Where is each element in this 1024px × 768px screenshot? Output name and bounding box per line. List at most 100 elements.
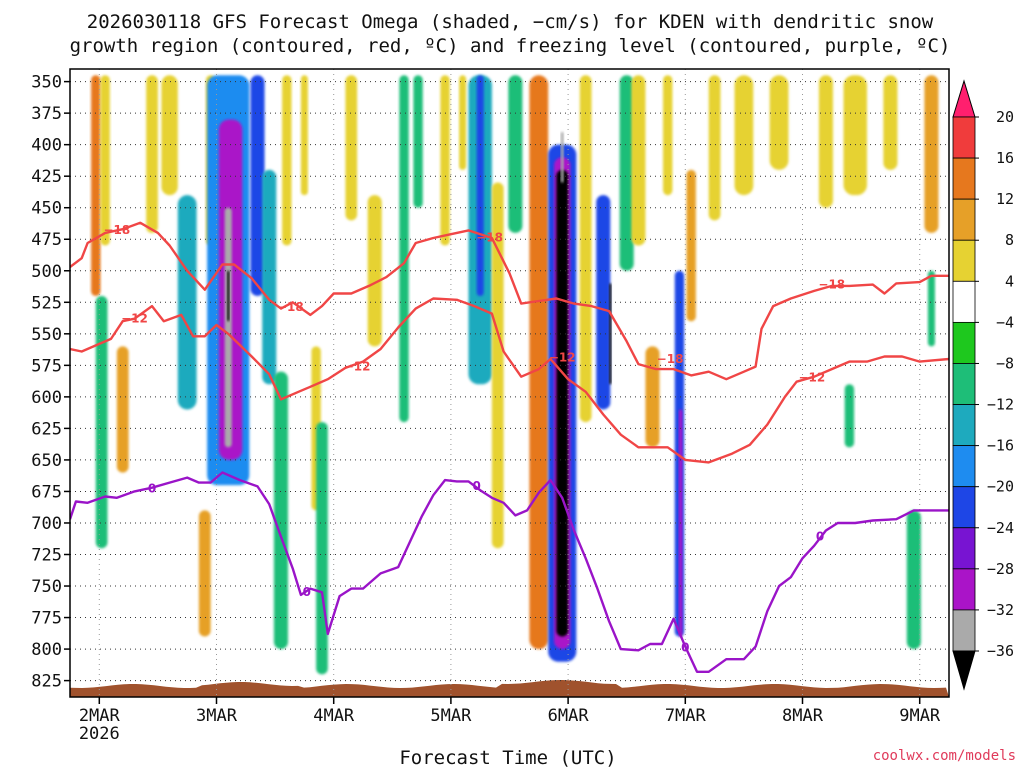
y-tick-label-675: 675 xyxy=(31,482,62,502)
colorbar-label-5: −4 xyxy=(996,313,1014,331)
contour-0C xyxy=(70,471,949,673)
contour--12C xyxy=(70,297,949,464)
y-tick-label-500: 500 xyxy=(31,262,62,282)
omega-feature-22 xyxy=(399,75,409,423)
contour-label-1: −12 xyxy=(121,311,148,325)
omega-feature-28 xyxy=(491,182,504,549)
omega-feature-29 xyxy=(508,75,523,233)
colorbar-label-8: −16 xyxy=(987,437,1014,455)
omega-feature-36 xyxy=(596,195,611,410)
colorbar-label-9: −20 xyxy=(987,478,1014,496)
y-tick-label-400: 400 xyxy=(31,136,62,156)
omega-feature-47 xyxy=(769,75,789,170)
omega-feature-53 xyxy=(924,75,939,233)
omega-feature-2 xyxy=(95,295,108,549)
contour-label-2: −18 xyxy=(277,300,304,314)
terrain xyxy=(70,680,949,697)
colorbar-band-8 xyxy=(952,445,976,488)
y-tick-label-700: 700 xyxy=(31,514,62,534)
colorbar-band-10 xyxy=(952,527,976,570)
y-tick-label-625: 625 xyxy=(31,419,62,439)
y-tick-label-650: 650 xyxy=(31,451,62,471)
contour-label-11: 0 xyxy=(473,479,481,493)
omega-feature-50 xyxy=(844,384,855,448)
y-tick-label-725: 725 xyxy=(31,546,62,566)
terrain-surface xyxy=(70,680,949,697)
contours xyxy=(70,221,949,673)
omega-feature-24 xyxy=(440,75,450,246)
omega-feature-39 xyxy=(631,75,646,246)
omega-feature-8 xyxy=(198,510,211,637)
omega-feature-51 xyxy=(883,75,898,170)
omega-feature-54 xyxy=(927,270,935,347)
colorbar-band-1 xyxy=(952,157,976,200)
omega-feature-40 xyxy=(645,346,660,448)
y-tick-label-375: 375 xyxy=(31,104,62,124)
credit-text: coolwx.com/models xyxy=(873,748,1016,764)
colorbar-band-2 xyxy=(952,198,976,241)
x-tick-label-8MAR: 8MAR xyxy=(782,706,824,726)
colorbar-label-2: 12 xyxy=(996,190,1014,208)
omega-feature-20 xyxy=(345,75,358,221)
omega-feature-15 xyxy=(273,371,288,650)
contour-label-4: −18 xyxy=(476,231,503,245)
omega-feature-38 xyxy=(619,75,634,271)
colorbar-bottom-arrow xyxy=(952,650,976,691)
colorbar-band-3 xyxy=(952,239,976,282)
contour-label-13: 0 xyxy=(816,530,824,544)
x-tick-label-6MAR: 6MAR xyxy=(548,706,590,726)
omega-feature-16 xyxy=(282,75,292,246)
y-tick-label-350: 350 xyxy=(31,73,62,93)
omega-feature-6 xyxy=(177,195,197,410)
y-tick-label-475: 475 xyxy=(31,230,62,250)
y-tick-label-575: 575 xyxy=(31,356,62,376)
omega-feature-0 xyxy=(91,75,101,296)
plot-frame xyxy=(69,68,950,698)
colorbar-label-3: 8 xyxy=(1005,231,1014,249)
omega-feature-25 xyxy=(459,75,467,170)
x-tick-label-5MAR: 5MAR xyxy=(430,706,472,726)
omega-feature-35 xyxy=(579,75,592,423)
omega-feature-19 xyxy=(316,422,328,675)
y-tick-label-600: 600 xyxy=(31,388,62,408)
contour-label-9: 0 xyxy=(148,482,156,496)
contour-label-0: −18 xyxy=(103,223,130,237)
contour-label-5: −12 xyxy=(549,351,576,365)
chart-title-line1: 2026030118 GFS Forecast Omega (shaded, −… xyxy=(87,11,934,33)
colorbar-label-6: −8 xyxy=(996,354,1014,372)
x-tick-sublabel-2MAR: 2026 xyxy=(79,724,120,744)
colorbar-label-7: −12 xyxy=(987,396,1014,414)
colorbar: 20 16 12 8 4 −4 −8 −12 −16 −20 −24 −28 −32 −36 xyxy=(952,79,1014,691)
omega-feature-30 xyxy=(529,75,549,650)
y-tick-label-450: 450 xyxy=(31,199,62,219)
omega-feature-41 xyxy=(663,75,673,196)
colorbar-top-arrow xyxy=(952,79,976,118)
colorbar-band-12 xyxy=(952,609,976,652)
colorbar-band-7 xyxy=(952,404,976,447)
omega-feature-11 xyxy=(224,207,232,448)
omega-feature-4 xyxy=(146,75,158,233)
y-tick-label-775: 775 xyxy=(31,609,62,629)
omega-feature-48 xyxy=(818,75,833,208)
omega-feature-45 xyxy=(708,75,721,221)
colorbar-band-9 xyxy=(952,486,976,529)
omega-shading xyxy=(91,75,939,675)
y-tick-label-550: 550 xyxy=(31,325,62,345)
omega-feature-33 xyxy=(556,169,569,637)
omega-feature-46 xyxy=(734,75,754,196)
colorbar-band-11 xyxy=(952,568,976,611)
omega-feature-14 xyxy=(262,169,277,385)
x-tick-label-4MAR: 4MAR xyxy=(313,706,355,726)
colorbar-label-11: −28 xyxy=(987,560,1014,578)
y-axis: 350 375 400 425 450 475 500 525 550 575 600 625 650 6… xyxy=(31,73,70,692)
omega-feature-44 xyxy=(686,169,696,322)
omega-feature-21 xyxy=(367,195,382,347)
x-tick-label-9MAR: 9MAR xyxy=(899,706,941,726)
chart-title-line2: growth region (contoured, red, ºC) and f… xyxy=(70,35,951,57)
omega-feature-1 xyxy=(100,75,110,246)
omega-feature-5 xyxy=(161,75,178,196)
y-tick-label-525: 525 xyxy=(31,293,62,313)
y-tick-label-800: 800 xyxy=(31,640,62,660)
contour-label-8: −18 xyxy=(818,277,845,291)
